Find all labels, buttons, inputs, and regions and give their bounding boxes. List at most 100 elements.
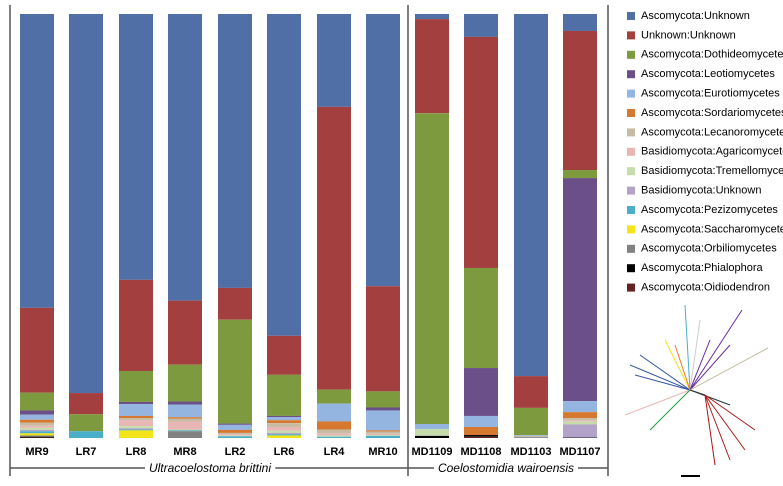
bar-segment [514, 435, 548, 438]
bar-segment [415, 19, 449, 114]
bar-segment [563, 401, 597, 413]
bar-segment [69, 414, 103, 432]
bar-segment [119, 371, 153, 402]
bar-segment [119, 404, 153, 416]
bar-segment [218, 424, 252, 430]
bar-segment [119, 279, 153, 372]
bar-segment [20, 433, 54, 436]
bar-segment [464, 426, 498, 436]
bar-segment [20, 419, 54, 423]
legend-swatch [627, 147, 635, 156]
bar-segment [168, 430, 202, 432]
group-label-background [144, 461, 276, 476]
bar-segment [168, 404, 202, 418]
legend-label: Ascomycota:Orbiliomycetes [641, 243, 777, 255]
bar-segment [366, 435, 400, 438]
bar-segment [20, 435, 54, 437]
bar-segment [119, 420, 153, 427]
bar-segment [514, 407, 548, 436]
bar-segment [218, 432, 252, 435]
x-tick-label: LR8 [126, 446, 147, 458]
legend-swatch [627, 128, 635, 137]
x-tick-label: MD1109 [412, 446, 453, 458]
bar-segment [267, 430, 301, 433]
bar-segment [20, 392, 54, 411]
bar-segment [366, 430, 400, 432]
bar-segment [464, 267, 498, 369]
x-tick-label: LR7 [76, 446, 97, 458]
bar-segment [366, 407, 400, 411]
legend-swatch [627, 264, 635, 273]
legend-label: Basidiomycota:Agaricomycetes [641, 146, 783, 158]
bar-segment [563, 420, 597, 422]
bar-segment [366, 435, 400, 436]
bar-segment [464, 36, 498, 268]
legend-swatch [627, 89, 635, 98]
bar-segment [168, 431, 202, 438]
legend-label: Ascomycota:Sordariomycetes [641, 107, 783, 119]
bar-segment [119, 418, 153, 421]
bar-segment [415, 424, 449, 430]
phylogenetic-tree [624, 304, 769, 466]
x-tick-label: MD1103 [511, 446, 552, 458]
group-label-background [433, 461, 579, 476]
bar-segment [267, 423, 301, 427]
bar-segment [563, 412, 597, 419]
bar-segment [168, 417, 202, 419]
legend-swatch [627, 225, 635, 234]
bar-segment [69, 393, 103, 415]
bar-segment [563, 418, 597, 421]
bar-segment [366, 286, 400, 392]
bar-segment [267, 432, 301, 435]
bar-segment [317, 389, 351, 404]
bar-segment [464, 435, 498, 437]
bar-segment [563, 170, 597, 179]
bar-segment [464, 415, 498, 427]
legend-label: Ascomycota:Leotiomycetes [641, 68, 775, 80]
bar-segment [514, 376, 548, 408]
bar-segment [317, 436, 351, 438]
bar-segment [514, 14, 548, 377]
legend-swatch [627, 283, 635, 292]
x-tick-label: MD1108 [461, 446, 502, 458]
legend-swatch [627, 50, 635, 59]
bar-segment [514, 435, 548, 436]
legend-swatch [627, 186, 635, 195]
bar-segment [563, 14, 597, 31]
bar-segment [218, 434, 252, 436]
bar-segment [20, 436, 54, 438]
bar-segment [563, 421, 597, 425]
bar-segment [464, 14, 498, 37]
bar-segment [563, 178, 597, 402]
legend-label: Ascomycota:Eurotiomycetes [641, 88, 780, 100]
bar-segment [168, 401, 202, 405]
bar-segment [415, 113, 449, 425]
legend-swatch [627, 206, 635, 214]
bar-segment [317, 106, 351, 390]
bar-segment [317, 429, 351, 434]
bar-segment [119, 430, 153, 438]
legend-swatch [627, 109, 635, 117]
bar-segment [267, 417, 301, 421]
bar-segment [218, 436, 252, 438]
bar-segment [415, 14, 449, 20]
bar-segment [267, 415, 301, 418]
bar-segment [119, 428, 153, 430]
bar-segment [168, 421, 202, 430]
x-tick-label: LR4 [324, 446, 346, 458]
bar-segment [415, 435, 449, 438]
legend-label: Ascomycota:Phialophora [641, 262, 764, 274]
bar-segment [267, 14, 301, 336]
bar-segment [267, 420, 301, 424]
bar-segment [317, 14, 351, 107]
legend-swatch [627, 31, 635, 40]
bar-segment [20, 414, 54, 420]
bar-segment [20, 425, 54, 428]
bar-segment [218, 319, 252, 424]
legend-label: Ascomycota:Unknown [641, 10, 750, 22]
bar-segment [464, 436, 498, 438]
bar-segment [366, 433, 400, 436]
legend-label: Ascomycota:Oidiodendron [641, 282, 770, 294]
bar-segment [218, 14, 252, 288]
